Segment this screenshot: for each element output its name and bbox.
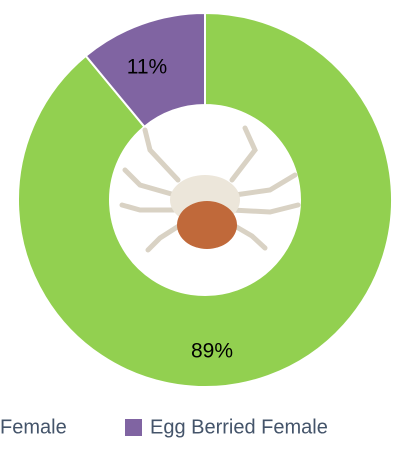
legend-label: Female	[0, 416, 67, 438]
legend-label: Egg Berried Female	[150, 416, 328, 438]
donut-slice	[84, 11, 206, 129]
donut-slice	[17, 11, 393, 388]
legend-swatch	[125, 419, 142, 436]
value-label: 89%	[191, 340, 233, 363]
value-label: 11%	[127, 56, 167, 79]
crab-illustration	[119, 125, 301, 253]
